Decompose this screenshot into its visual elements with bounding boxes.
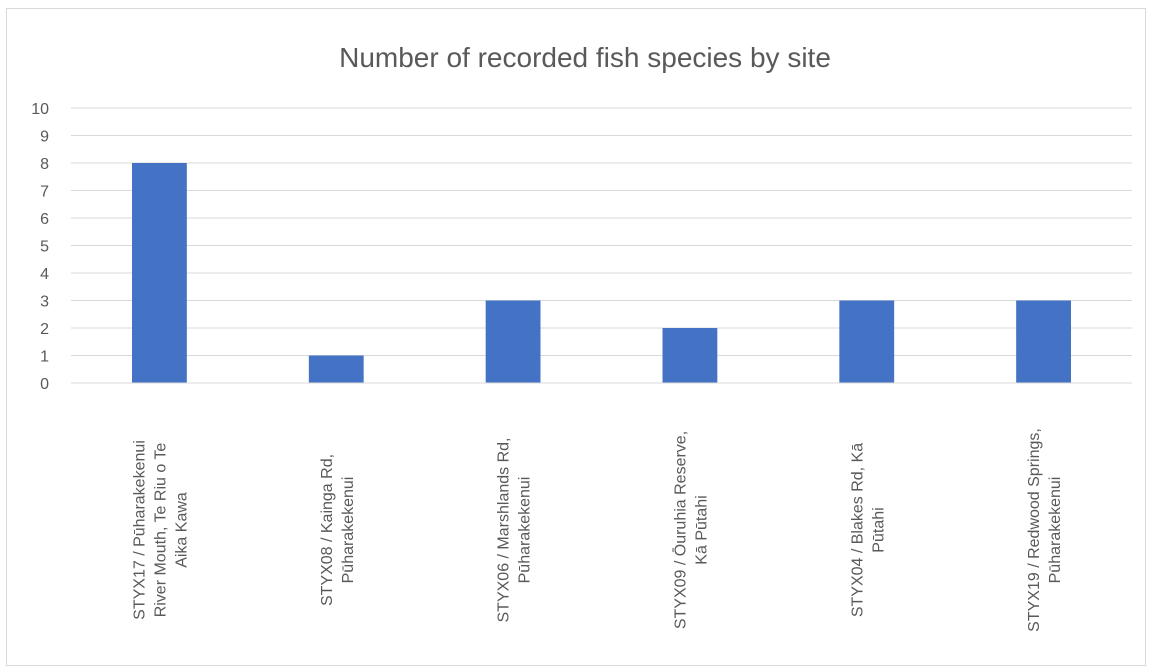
- bar: [308, 355, 364, 383]
- y-axis-tick-labels: 0 1 2 3 4 5 6 7 8 9 10: [31, 101, 49, 393]
- bar-chart: Number of recorded fish species by site …: [31, 42, 1132, 632]
- y-tick-label: 4: [40, 266, 49, 283]
- bar: [839, 300, 895, 383]
- x-category-label-line: STYX09 / Ōuruhia Reserve,: [671, 431, 689, 629]
- bar: [485, 300, 541, 383]
- x-category-label: STYX06 / Marshlands Rd, Pūharakekenui: [496, 438, 534, 623]
- bar: [1016, 300, 1071, 383]
- y-tick-label: 9: [40, 129, 49, 146]
- x-category-label-line: Pūharakekenui: [1047, 477, 1064, 584]
- y-tick-label: 2: [40, 321, 49, 338]
- chart-title: Number of recorded fish species by site: [339, 42, 831, 73]
- x-category-label: STYX09 / Ōuruhia Reserve, Kā Pūtahi: [671, 431, 710, 629]
- x-category-label-line: River Mouth, Te Riu o Te: [152, 443, 169, 618]
- x-category-label-line: Kā Pūtahi: [693, 495, 710, 564]
- x-category-label-line: Pūharakekenui: [340, 477, 357, 584]
- y-tick-label: 10: [31, 101, 49, 118]
- x-category-label-line: STYX04 / Blakes Rd, Kā: [849, 443, 866, 617]
- y-tick-label: 7: [40, 184, 49, 201]
- x-category-label-line: STYX06 / Marshlands Rd,: [496, 438, 513, 623]
- bar: [662, 328, 718, 383]
- x-category-label: STYX04 / Blakes Rd, Kā Pūtahi: [849, 443, 887, 617]
- x-category-label: STYX08 / Kainga Rd, Pūharakekenui: [319, 454, 357, 606]
- x-category-label-line: Pūharakekenui: [517, 477, 534, 584]
- gridlines: [71, 107, 1132, 356]
- x-category-label-line: STYX17 / Pūharakekenui: [131, 440, 148, 620]
- x-category-label: STYX19 / Redwood Springs, Pūharakekenui: [1026, 428, 1064, 632]
- x-category-label-line: STYX19 / Redwood Springs,: [1026, 428, 1043, 632]
- y-tick-label: 6: [40, 211, 49, 228]
- x-axis-category-labels: STYX17 / Pūharakekenui River Mouth, Te Ri…: [131, 428, 1064, 632]
- y-tick-label: 8: [40, 156, 49, 173]
- x-category-label-line: Aika Kawa: [173, 492, 190, 568]
- bar: [132, 163, 187, 383]
- y-tick-label: 5: [40, 239, 49, 256]
- x-category-label-line: Pūtahi: [870, 507, 887, 552]
- y-tick-label: 1: [40, 349, 49, 366]
- x-category-label-line: STYX08 / Kainga Rd,: [319, 454, 336, 606]
- bars: [132, 163, 1071, 383]
- y-tick-label: 0: [40, 376, 49, 393]
- y-tick-label: 3: [40, 294, 49, 311]
- chart-frame: Number of recorded fish species by site …: [6, 8, 1146, 666]
- x-category-label: STYX17 / Pūharakekenui River Mouth, Te Ri…: [131, 440, 190, 620]
